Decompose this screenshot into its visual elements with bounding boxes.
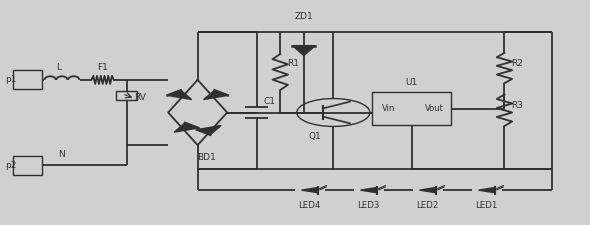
Polygon shape — [419, 187, 436, 193]
Polygon shape — [478, 187, 495, 193]
Text: RV: RV — [134, 93, 146, 102]
Text: LED3: LED3 — [358, 201, 380, 210]
Polygon shape — [197, 126, 221, 135]
Polygon shape — [168, 90, 192, 99]
Text: Vout: Vout — [425, 104, 444, 113]
Text: R2: R2 — [512, 58, 523, 68]
Text: p1: p1 — [5, 75, 16, 84]
Text: F1: F1 — [97, 63, 108, 72]
Text: LED4: LED4 — [299, 201, 321, 210]
Text: R1: R1 — [287, 58, 299, 68]
Text: U1: U1 — [405, 78, 418, 87]
Polygon shape — [301, 187, 318, 193]
Text: R3: R3 — [512, 101, 523, 110]
Bar — [13, 156, 42, 175]
Bar — [13, 70, 42, 89]
Text: p2: p2 — [5, 161, 16, 170]
Text: BD1: BD1 — [197, 153, 216, 162]
Text: N: N — [58, 150, 65, 159]
Polygon shape — [360, 187, 377, 193]
Text: ZD1: ZD1 — [294, 12, 313, 21]
Polygon shape — [293, 46, 315, 56]
Text: C1: C1 — [264, 97, 276, 106]
Text: LED1: LED1 — [476, 201, 498, 210]
Text: Vin: Vin — [382, 104, 395, 113]
Text: LED2: LED2 — [417, 201, 439, 210]
Bar — [116, 91, 137, 100]
Circle shape — [297, 99, 370, 126]
Polygon shape — [174, 123, 198, 132]
Polygon shape — [204, 90, 228, 99]
Text: Q1: Q1 — [308, 132, 321, 141]
Bar — [372, 92, 451, 125]
Text: L: L — [57, 63, 61, 72]
